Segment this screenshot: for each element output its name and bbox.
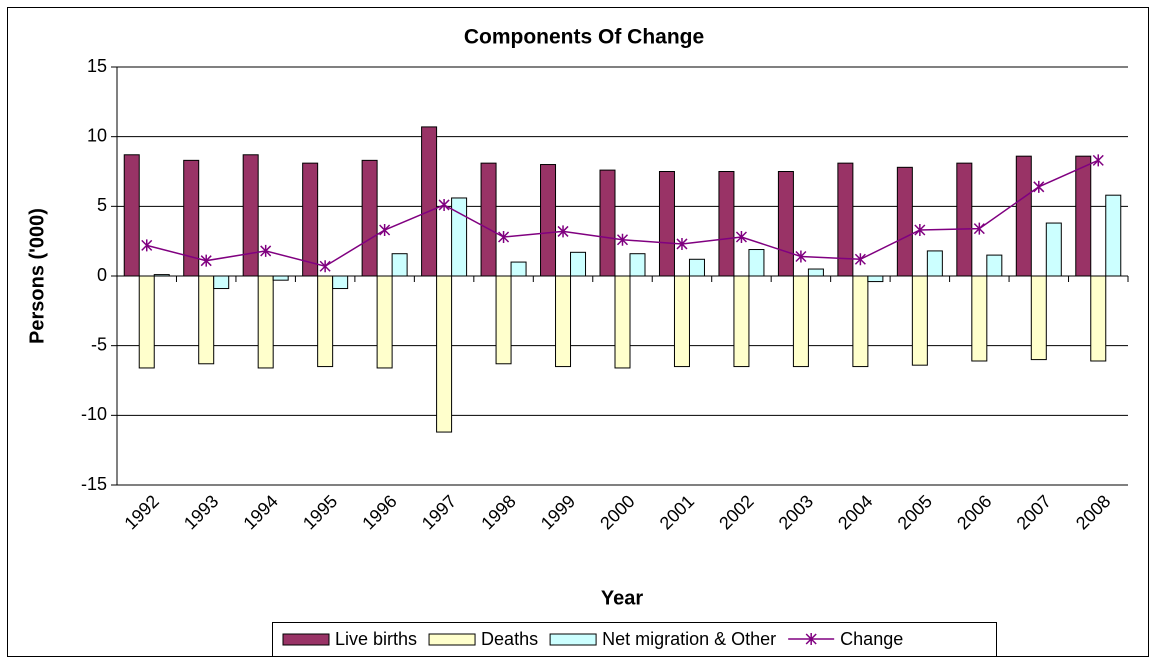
bar — [896, 166, 913, 277]
bar — [1090, 275, 1107, 362]
marker — [676, 237, 688, 250]
bar — [777, 171, 794, 277]
bar — [436, 275, 453, 433]
bar — [257, 275, 274, 369]
bar — [495, 275, 512, 365]
legend-swatch — [428, 633, 476, 646]
bar — [123, 154, 140, 277]
marker — [795, 250, 807, 263]
legend-swatch — [805, 633, 817, 645]
chart-title: Components Of Change — [464, 26, 704, 49]
bar — [198, 275, 215, 365]
marker — [973, 222, 985, 235]
legend — [272, 622, 997, 657]
bar — [911, 275, 928, 366]
marker — [260, 244, 272, 257]
marker — [616, 233, 629, 246]
bar — [599, 169, 616, 277]
bar — [718, 171, 735, 277]
marker — [1092, 154, 1104, 167]
bar — [986, 254, 1003, 277]
bar — [1015, 155, 1032, 277]
bar — [614, 275, 631, 369]
marker — [914, 224, 926, 237]
bar — [629, 253, 646, 277]
bar — [317, 275, 334, 368]
bar — [570, 251, 587, 277]
bar — [956, 162, 973, 277]
bar — [837, 162, 854, 277]
bar — [242, 154, 259, 277]
bar — [421, 126, 438, 277]
marker — [379, 224, 391, 237]
marker — [854, 253, 866, 266]
bar — [1030, 275, 1047, 361]
legend-swatch — [282, 633, 330, 646]
bar — [272, 275, 289, 281]
bar — [480, 162, 497, 277]
x-axis-title: Year — [601, 587, 643, 609]
chart-frame — [7, 7, 1149, 657]
bar — [926, 250, 943, 277]
marker — [735, 230, 747, 243]
marker — [438, 198, 450, 211]
bar — [673, 275, 690, 368]
bar — [807, 268, 824, 277]
bar — [1075, 155, 1092, 277]
bar — [332, 275, 349, 290]
bar — [451, 197, 468, 277]
y-axis-title: Persons ('000) — [26, 208, 48, 344]
bar — [867, 275, 884, 283]
marker — [498, 230, 510, 243]
bar — [688, 258, 705, 277]
bar — [733, 275, 750, 368]
bar — [852, 275, 869, 368]
bar — [748, 249, 765, 277]
marker — [319, 260, 331, 273]
marker — [141, 239, 153, 252]
legend-label: Change — [840, 629, 903, 649]
bar — [555, 275, 572, 368]
bar — [183, 159, 200, 277]
marker — [200, 254, 212, 267]
bar — [792, 275, 809, 368]
bar — [361, 159, 378, 277]
bar — [376, 275, 393, 369]
bar — [213, 275, 230, 290]
bar — [153, 274, 170, 277]
bar — [510, 261, 527, 277]
y-tick-label: 0 — [97, 265, 107, 285]
legend-swatch — [549, 633, 597, 646]
bar — [971, 275, 988, 362]
legend-label: Deaths — [481, 629, 538, 649]
bar — [138, 275, 155, 369]
legend-label: Live births — [335, 629, 417, 649]
bar — [391, 253, 408, 277]
bar — [540, 164, 557, 277]
bar — [1105, 194, 1122, 277]
y-tick-label: -5 — [91, 334, 107, 354]
marker — [557, 225, 569, 238]
legend-label: Net migration & Other — [602, 629, 776, 649]
y-tick-label: -10 — [81, 404, 107, 424]
marker — [1033, 180, 1045, 193]
y-tick-label: 10 — [87, 125, 107, 145]
y-tick-label: 5 — [97, 195, 107, 215]
y-tick-label: -15 — [81, 474, 107, 494]
bar — [658, 171, 675, 277]
y-tick-label: 15 — [87, 56, 107, 76]
bar — [1045, 222, 1062, 277]
bar — [302, 162, 319, 277]
